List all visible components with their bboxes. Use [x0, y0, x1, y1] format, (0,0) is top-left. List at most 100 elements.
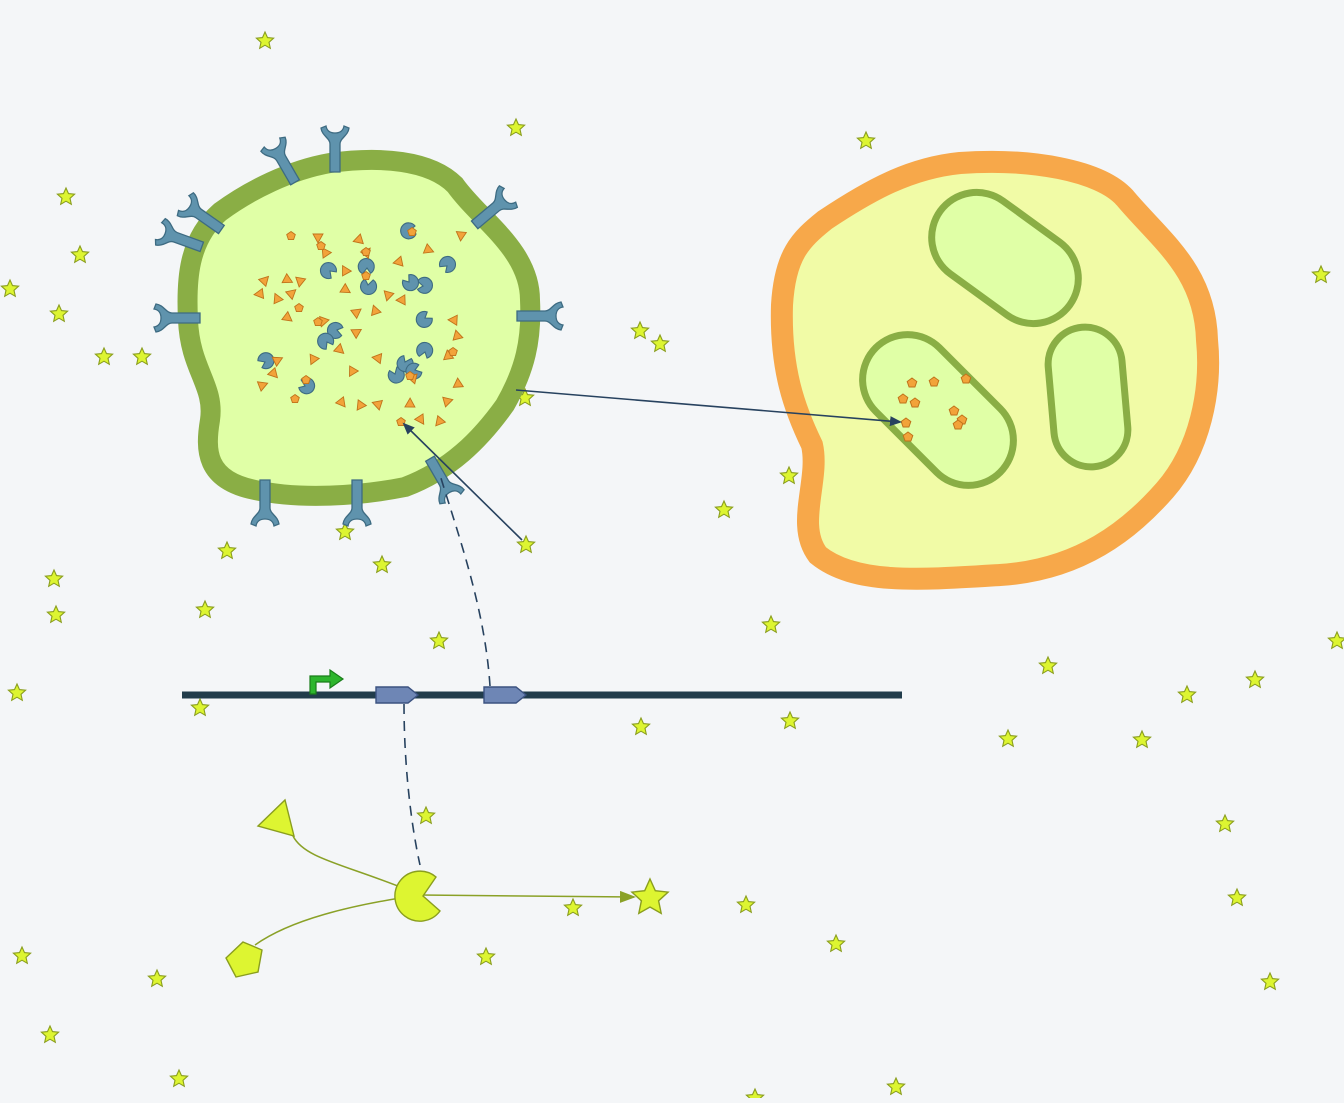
- star-molecule-icon: [476, 946, 496, 966]
- triangle-substrate: [371, 399, 384, 411]
- star-molecule-icon: [44, 568, 64, 588]
- triangle-substrate: [281, 272, 294, 284]
- triangle-substrate: [284, 289, 297, 301]
- pentagon-product: [928, 376, 940, 387]
- secretion-arrow: [515, 389, 902, 427]
- pentagon-product: [900, 417, 912, 428]
- triangle-substrate: [350, 328, 363, 340]
- pentagon-product: [316, 240, 326, 251]
- pentagon-product: [407, 226, 417, 237]
- star-molecule-icon: [1227, 887, 1247, 907]
- vesicle-cargo: [897, 373, 972, 442]
- star-molecule-icon: [780, 710, 800, 730]
- y-shaped-receptor-icon: [260, 136, 301, 186]
- triangle-substrate: [413, 413, 425, 425]
- star-molecule-icon: [56, 186, 76, 206]
- star-molecule-icon: [650, 333, 670, 353]
- star-molecule-icon: [1260, 971, 1280, 991]
- y-shaped-receptor-icon: [320, 125, 350, 173]
- triangle-substrate: [349, 365, 360, 378]
- pentagon-substrate: [225, 941, 263, 978]
- star-molecule-icon: [1245, 669, 1265, 689]
- star-molecule-icon: [12, 945, 32, 965]
- triangle-substrate: [332, 342, 345, 354]
- pentagon-product: [906, 377, 918, 388]
- triangle-substrate: [404, 397, 416, 408]
- pac-man-enzyme-icon: [438, 255, 457, 274]
- star-molecule-icon: [856, 130, 876, 150]
- triangle-substrate: [256, 381, 269, 392]
- pentagon-product: [448, 346, 458, 357]
- triangle-substrate: [257, 275, 270, 288]
- triangle-substrate: [352, 233, 364, 245]
- star-molecule-icon: [631, 716, 651, 736]
- pathway-line-product: [419, 890, 636, 903]
- producer-cell: [153, 125, 564, 527]
- star-molecule-icon: [416, 805, 436, 825]
- triangle-substrate: [266, 366, 279, 379]
- pentagon-product: [960, 373, 972, 384]
- star-molecule-icon: [195, 599, 215, 619]
- triangle-substrate: [452, 377, 465, 388]
- receptor-group: [153, 125, 564, 527]
- star-molecule-icon: [7, 682, 27, 702]
- star-molecule-icon: [46, 604, 66, 624]
- triangle-substrate: [253, 287, 265, 300]
- star-molecule-icon: [998, 728, 1018, 748]
- star-molecule-icon: [630, 877, 670, 915]
- triangle-substrate: [383, 290, 395, 302]
- y-shaped-receptor-icon: [470, 185, 519, 230]
- star-molecule-icon: [1038, 655, 1058, 675]
- star-molecule-icon: [429, 630, 449, 650]
- y-shaped-receptor-icon: [250, 479, 280, 527]
- star-molecule-icon: [736, 894, 756, 914]
- pentagon-product: [301, 374, 311, 385]
- star-molecule-icon: [132, 346, 152, 366]
- pac-man-enzyme-icon: [360, 278, 378, 296]
- pac-man-enzyme-icon: [416, 341, 434, 359]
- star-molecule-icon: [70, 244, 90, 264]
- star-molecule-icon: [169, 1068, 189, 1088]
- triangle-substrate: [342, 264, 353, 277]
- pac-man-enzyme-icon: [357, 258, 375, 275]
- star-molecule-icon: [886, 1076, 906, 1096]
- dna-strand: [182, 668, 902, 704]
- triangle-substrate: [339, 282, 352, 294]
- signal-uptake-arrow: [402, 422, 523, 541]
- pentagon-product: [286, 230, 296, 241]
- target-cell: [770, 150, 1220, 590]
- y-shaped-receptor-icon: [176, 191, 226, 235]
- star-product: [630, 877, 670, 915]
- triangle-substrate: [447, 314, 458, 326]
- y-shaped-receptor-icon: [153, 303, 201, 333]
- vesicle: [928, 188, 1082, 328]
- triangle-substrate: [280, 310, 293, 322]
- star-molecule-icon: [761, 614, 781, 634]
- pac-man-enzyme-icon: [257, 352, 275, 370]
- y-shaped-receptor-icon: [516, 301, 564, 331]
- triangle-substrate: [356, 399, 368, 411]
- vesicle: [1044, 323, 1132, 471]
- star-molecule-icon: [94, 346, 114, 366]
- target-cell-membrane: [770, 150, 1220, 590]
- star-molecule-icon: [0, 278, 20, 298]
- pac-man-enzyme-icon: [415, 310, 433, 328]
- star-molecule-icon: [190, 697, 210, 717]
- triangle-substrate: [334, 395, 346, 408]
- star-molecule-icon: [714, 499, 734, 519]
- gene-2: [483, 686, 528, 704]
- pentagon-product: [290, 393, 300, 404]
- triangle-substrate: [271, 356, 284, 368]
- star-molecule-icon: [147, 968, 167, 988]
- gene-1: [375, 686, 420, 704]
- triangle-substrate: [392, 255, 404, 267]
- pac-man-enzyme-icon: [394, 870, 441, 922]
- gene-2-expression-link: [439, 474, 491, 687]
- pentagon-product: [361, 270, 371, 281]
- star-molecule-icon: [630, 320, 650, 340]
- pentagon-product: [948, 405, 960, 416]
- producer-cell-contents: [253, 222, 468, 427]
- star-molecule-icon: [563, 897, 583, 917]
- star-molecule-icon: [779, 465, 799, 485]
